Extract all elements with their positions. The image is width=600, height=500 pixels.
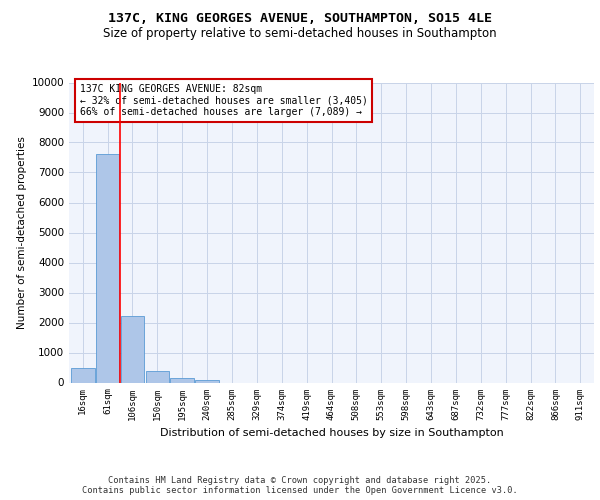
Text: 137C, KING GEORGES AVENUE, SOUTHAMPTON, SO15 4LE: 137C, KING GEORGES AVENUE, SOUTHAMPTON, … xyxy=(108,12,492,26)
Y-axis label: Number of semi-detached properties: Number of semi-detached properties xyxy=(17,136,28,329)
Bar xyxy=(96,154,119,382)
Text: 137C KING GEORGES AVENUE: 82sqm
← 32% of semi-detached houses are smaller (3,405: 137C KING GEORGES AVENUE: 82sqm ← 32% of… xyxy=(79,84,367,117)
Text: Contains HM Land Registry data © Crown copyright and database right 2025.
Contai: Contains HM Land Registry data © Crown c… xyxy=(82,476,518,495)
Bar xyxy=(71,368,95,382)
Bar xyxy=(146,371,169,382)
Text: Size of property relative to semi-detached houses in Southampton: Size of property relative to semi-detach… xyxy=(103,28,497,40)
Bar xyxy=(195,380,219,382)
Bar xyxy=(121,316,144,382)
Bar xyxy=(170,378,194,382)
X-axis label: Distribution of semi-detached houses by size in Southampton: Distribution of semi-detached houses by … xyxy=(160,428,503,438)
